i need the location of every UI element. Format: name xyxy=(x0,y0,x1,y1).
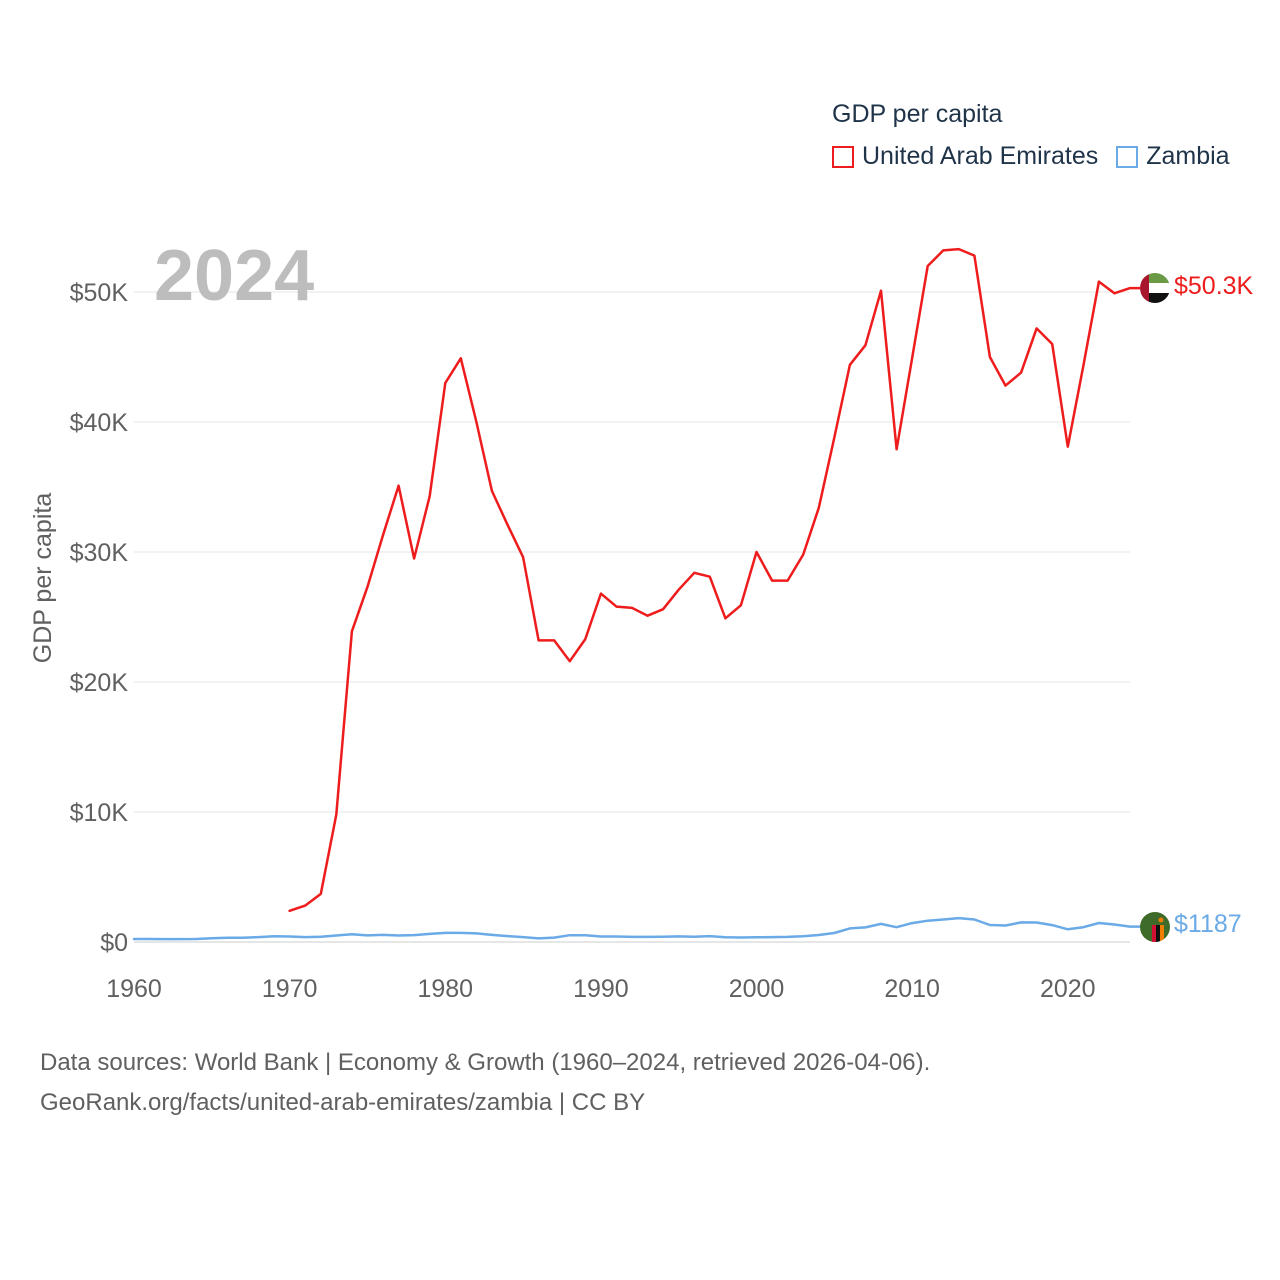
legend-swatch-zambia xyxy=(1116,145,1139,168)
x-tick-label: 2010 xyxy=(884,975,940,1003)
grid-lines xyxy=(134,291,1130,943)
x-tick-label: 1970 xyxy=(262,975,318,1003)
x-tick-label: 1980 xyxy=(417,975,473,1003)
x-tick-label: 2020 xyxy=(1040,975,1096,1003)
x-tick-label: 2000 xyxy=(729,975,785,1003)
y-tick-label: $20K xyxy=(70,669,129,697)
x-tick-label: 1960 xyxy=(106,975,162,1003)
legend-title: GDP per capita xyxy=(832,100,1003,128)
y-tick-label: $50K xyxy=(70,279,129,307)
zambia-series-line xyxy=(132,916,1142,941)
year-annotation: 2024 xyxy=(154,236,314,316)
y-axis-ticks: $0 $10K $20K $30K $40K $50K xyxy=(70,279,129,957)
legend-item-zambia[interactable]: Zambia xyxy=(1116,142,1230,171)
zambia-end-label: $1187 xyxy=(1174,910,1242,938)
uae-flag-icon xyxy=(1140,273,1170,303)
y-axis-label: GDP per capita xyxy=(29,493,57,664)
uae-series-line xyxy=(288,247,1142,913)
gdp-line-chart: 2024 $0 $10K $20K $30K $40K $50K 1960 1970 1980… xyxy=(29,236,1254,1003)
footer-link[interactable]: GeoRank.org/facts/united-arab-emirates/z… xyxy=(40,1089,646,1116)
footer: Data sources: World Bank | Economy & Gro… xyxy=(40,1043,930,1123)
legend-swatch-uae xyxy=(832,145,854,168)
uae-end-label: $50.3K xyxy=(1174,272,1254,300)
series-lines xyxy=(132,247,1142,941)
y-tick-label: $40K xyxy=(70,409,129,437)
footer-sources: Data sources: World Bank | Economy & Gro… xyxy=(40,1049,931,1076)
legend-item-uae[interactable]: United Arab Emirates xyxy=(832,142,1098,171)
y-tick-label: $10K xyxy=(70,799,129,827)
y-tick-label: $0 xyxy=(100,929,128,957)
legend-label-uae: United Arab Emirates xyxy=(862,142,1099,170)
y-tick-label: $30K xyxy=(70,539,129,567)
x-tick-label: 1990 xyxy=(573,975,629,1003)
legend: United Arab Emirates Zambia xyxy=(832,142,1248,171)
zambia-flag-icon xyxy=(1140,912,1170,942)
legend-label-zambia: Zambia xyxy=(1146,142,1230,170)
x-axis-ticks: 1960 1970 1980 1990 2000 2010 2020 xyxy=(106,975,1095,1003)
